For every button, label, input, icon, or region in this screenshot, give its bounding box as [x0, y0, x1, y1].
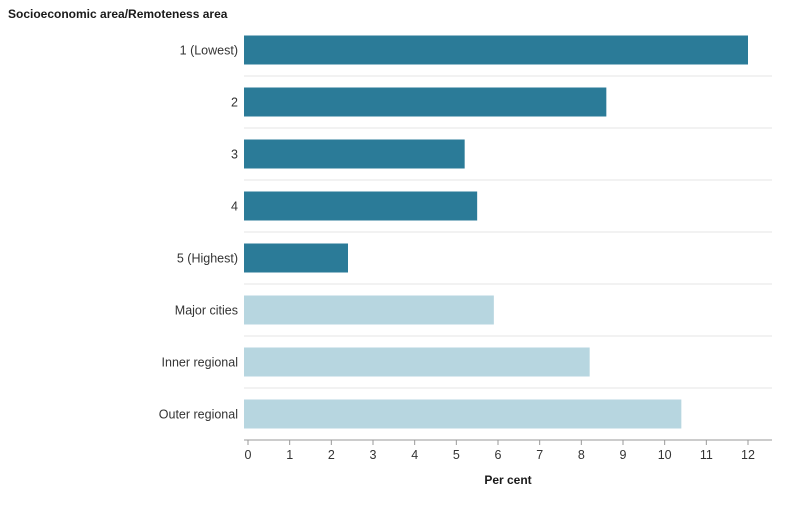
category-label: 1 (Lowest) [180, 44, 238, 58]
x-tick-label: 6 [495, 448, 502, 462]
x-tick-label: 7 [536, 448, 543, 462]
bars [244, 35, 748, 429]
bar-4 [244, 191, 478, 221]
category-label: 3 [231, 148, 238, 162]
bar-inner-regional [244, 347, 590, 377]
category-labels: 1 (Lowest) 2 3 4 5 (Highest) Major cities Inne… [159, 44, 238, 422]
category-label: 2 [231, 96, 238, 110]
x-tick-label: 0 [245, 448, 252, 462]
x-tick-label: 9 [620, 448, 627, 462]
x-axis-ticks: 0 1 2 3 4 5 6 7 8 9 10 11 12 [245, 440, 755, 462]
x-tick-label: 10 [658, 448, 672, 462]
category-label: Inner regional [162, 356, 238, 370]
x-axis-title: Per cent [484, 473, 531, 487]
x-tick-label: 5 [453, 448, 460, 462]
x-tick-label: 4 [411, 448, 418, 462]
bar-major-cities [244, 295, 494, 325]
y-axis-title: Socioeconomic area/Remoteness area [8, 7, 228, 21]
x-tick-label: 2 [328, 448, 335, 462]
bar-1-lowest [244, 35, 748, 65]
x-tick-label: 1 [286, 448, 293, 462]
category-label: Major cities [175, 304, 238, 318]
bar-outer-regional [244, 399, 682, 429]
bar-3 [244, 139, 465, 169]
x-tick-label: 8 [578, 448, 585, 462]
bar-2 [244, 87, 607, 117]
x-tick-label: 12 [741, 448, 755, 462]
x-tick-label: 11 [700, 448, 713, 462]
x-tick-label: 3 [370, 448, 377, 462]
category-label: Outer regional [159, 408, 238, 422]
bar-5-highest [244, 243, 348, 273]
row-separators [244, 75, 772, 389]
category-label: 5 (Highest) [177, 252, 238, 266]
category-label: 4 [231, 200, 238, 214]
